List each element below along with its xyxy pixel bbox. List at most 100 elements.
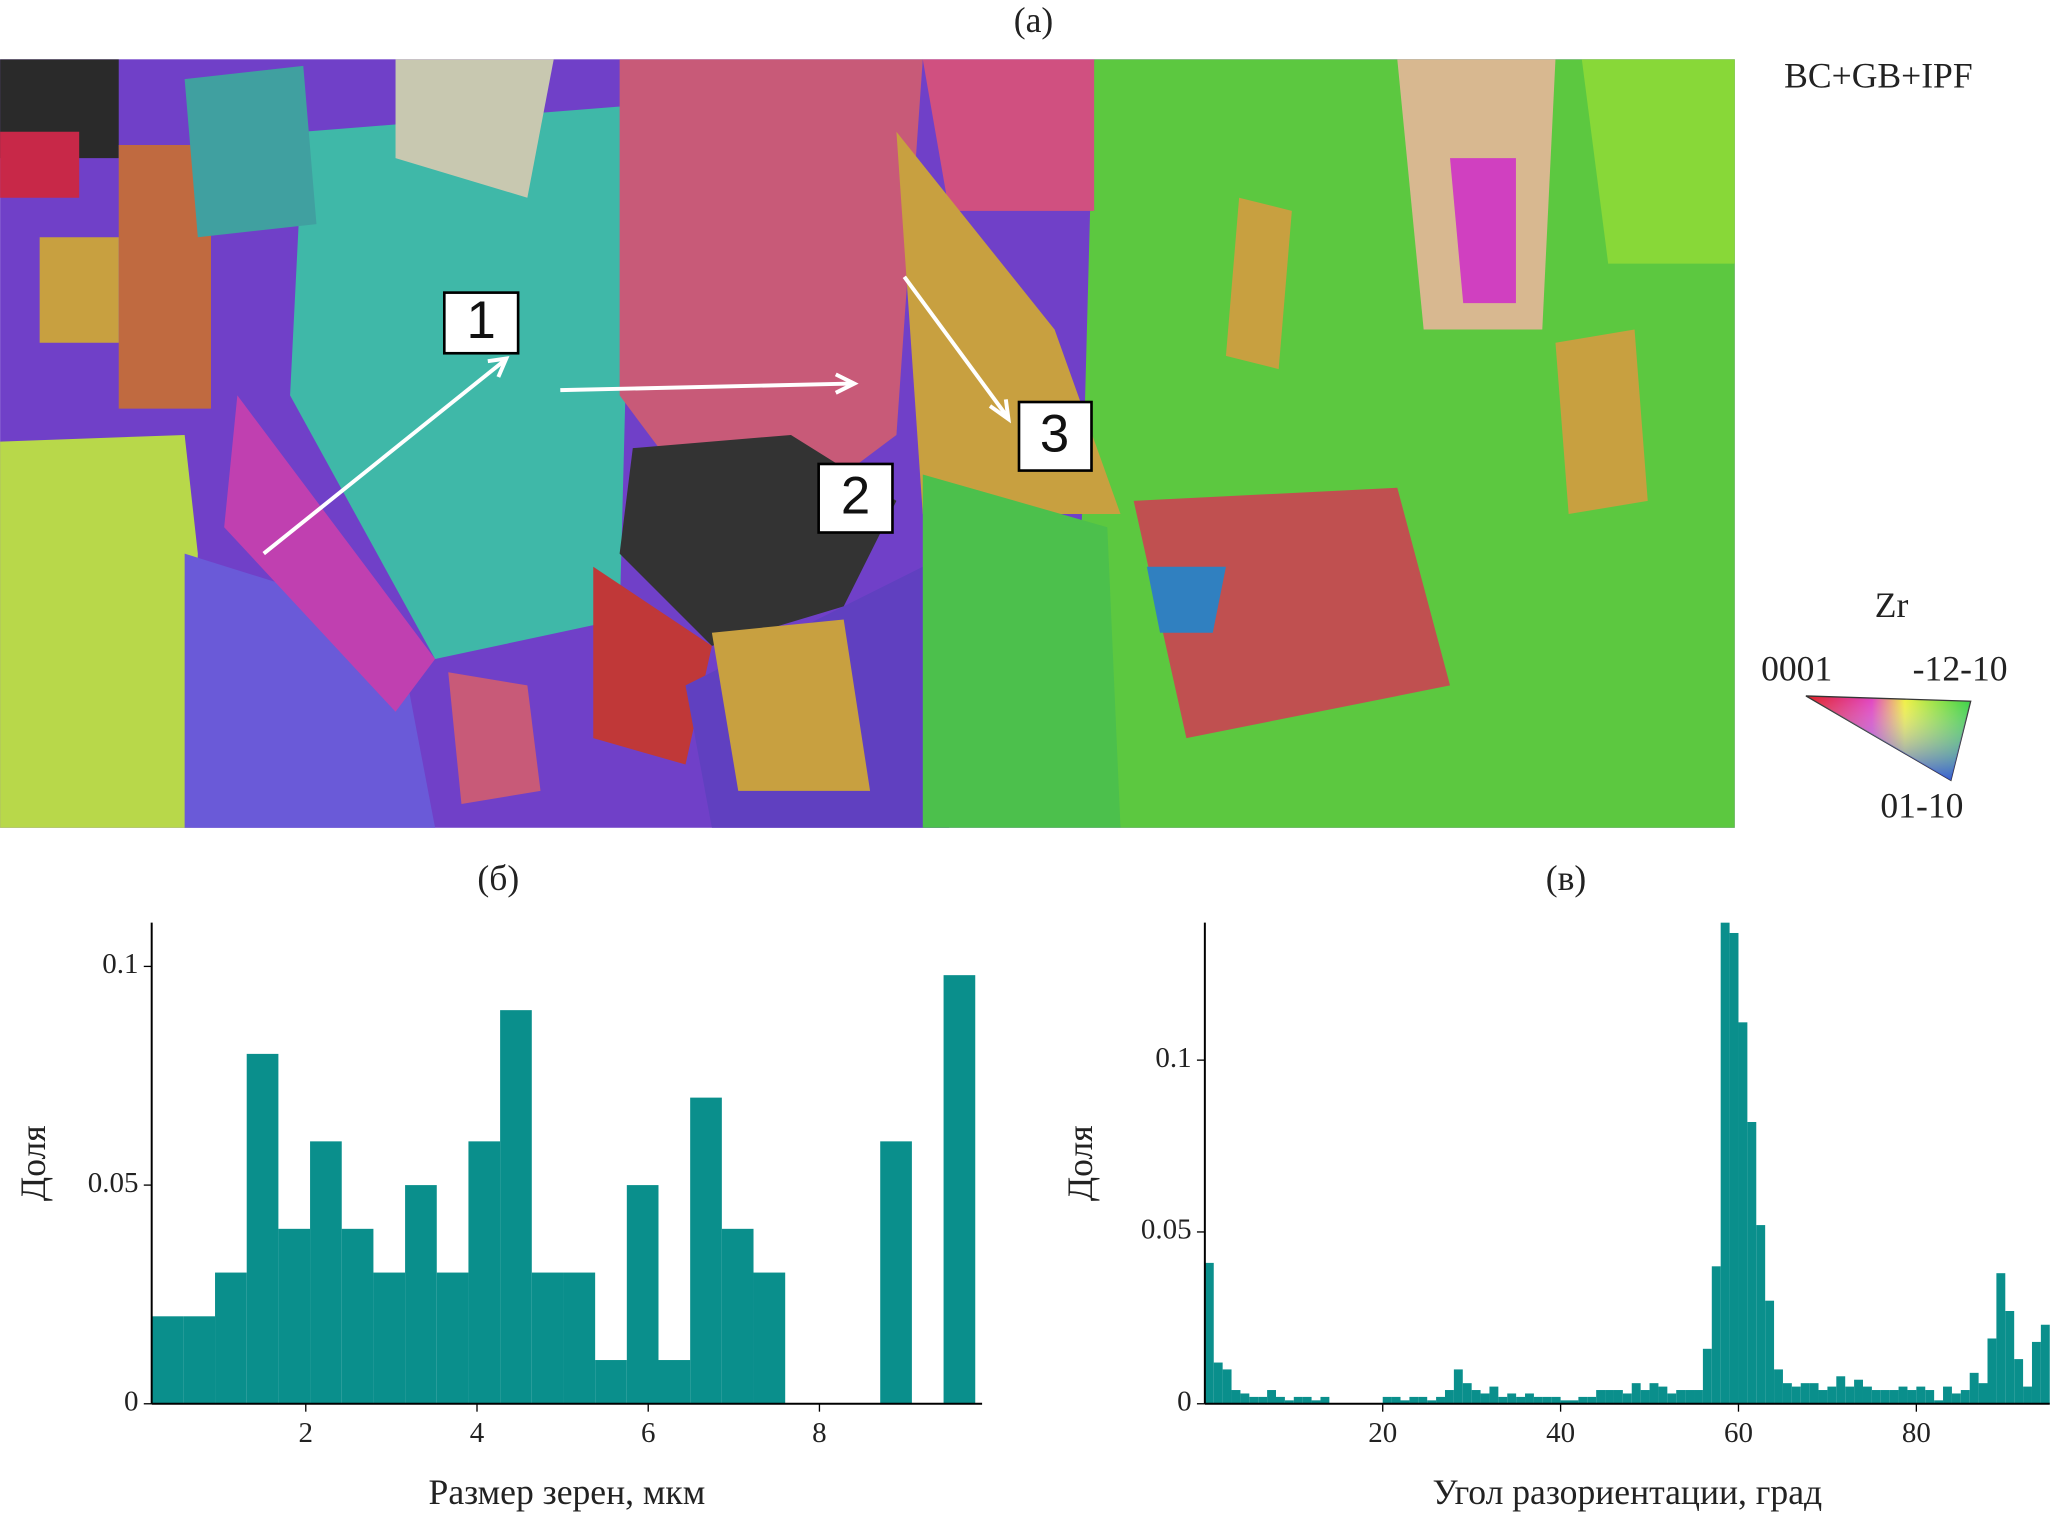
x-tick-label: 4 — [470, 1417, 485, 1449]
bar — [1444, 1390, 1454, 1404]
bar — [1951, 1393, 1961, 1404]
bar — [721, 1228, 754, 1404]
bar — [880, 1141, 912, 1404]
bar — [1400, 1400, 1410, 1404]
bar — [1800, 1383, 1810, 1404]
bar — [151, 1316, 184, 1404]
x-axis-label: Размер зерен, мкм — [429, 1472, 706, 1512]
bar — [1311, 1400, 1321, 1404]
bar — [1542, 1396, 1552, 1404]
bar — [1622, 1393, 1632, 1404]
bar — [1658, 1386, 1668, 1404]
bar — [1587, 1396, 1597, 1404]
bar — [943, 975, 976, 1404]
bar — [1765, 1300, 1775, 1404]
bar — [1738, 1022, 1748, 1404]
bar — [1551, 1396, 1561, 1404]
bar — [563, 1272, 596, 1404]
bar — [1676, 1390, 1686, 1404]
bar — [1489, 1386, 1499, 1404]
bar — [1845, 1386, 1855, 1404]
bar — [1774, 1369, 1783, 1404]
bar — [215, 1272, 247, 1404]
bar — [1996, 1273, 2006, 1404]
bar — [1907, 1390, 1917, 1404]
bar — [1204, 1262, 1214, 1404]
bar — [1533, 1396, 1543, 1404]
bar — [1702, 1348, 1712, 1404]
y-tick-label: 0.1 — [102, 948, 138, 980]
bar — [1516, 1396, 1526, 1404]
bar — [1409, 1396, 1419, 1404]
bar — [595, 1360, 627, 1404]
bar — [1809, 1383, 1819, 1404]
y-tick-label: 0.1 — [1155, 1042, 1191, 1074]
bar — [246, 1053, 279, 1404]
bar — [1453, 1369, 1463, 1404]
bar — [1925, 1390, 1935, 1404]
marker-label: 2 — [841, 466, 870, 525]
bar — [1391, 1396, 1401, 1404]
bar — [531, 1272, 564, 1404]
bar — [690, 1097, 722, 1404]
bar — [1649, 1383, 1659, 1404]
bar — [1862, 1386, 1872, 1404]
bar — [500, 1010, 532, 1404]
bar — [436, 1272, 469, 1404]
bar — [1507, 1393, 1517, 1404]
legend-corner: -12-10 — [1913, 648, 2008, 688]
bar — [1525, 1393, 1534, 1404]
bar — [1640, 1390, 1650, 1404]
bar — [1791, 1386, 1801, 1404]
bar — [1284, 1400, 1294, 1404]
marker-label: 3 — [1040, 405, 1069, 464]
legend-corner: 0001 — [1761, 648, 1832, 688]
bar — [1213, 1362, 1223, 1404]
bar — [1613, 1390, 1623, 1404]
bar — [753, 1272, 786, 1404]
bar — [1827, 1386, 1837, 1404]
x-tick-label: 80 — [1902, 1417, 1931, 1449]
bar — [278, 1228, 311, 1404]
x-tick-label: 40 — [1546, 1417, 1575, 1449]
bar — [658, 1360, 691, 1404]
bar — [1427, 1400, 1437, 1404]
bar — [1302, 1396, 1312, 1404]
bar — [1560, 1400, 1570, 1404]
bar — [468, 1141, 501, 1404]
bar — [2040, 1324, 2050, 1404]
bar — [1222, 1369, 1232, 1404]
chart-title: (б) — [477, 858, 519, 898]
bar — [1480, 1393, 1490, 1404]
bar — [1960, 1390, 1970, 1404]
bar — [1720, 922, 1730, 1404]
bar — [1569, 1400, 1579, 1404]
bar — [341, 1228, 374, 1404]
bar — [1240, 1393, 1250, 1404]
bar — [1711, 1266, 1721, 1404]
bar — [1756, 1225, 1766, 1404]
bar — [1889, 1390, 1899, 1404]
bar — [1729, 932, 1739, 1404]
bar — [1436, 1396, 1445, 1404]
bar — [1969, 1372, 1979, 1404]
y-tick-label: 0 — [1177, 1385, 1192, 1417]
bar — [1694, 1390, 1703, 1404]
bar — [373, 1272, 406, 1404]
legend-corner: 01-10 — [1880, 785, 1963, 825]
x-axis-label: Угол разориентации, град — [1433, 1472, 1823, 1512]
bar — [1276, 1396, 1285, 1404]
bar — [1871, 1390, 1881, 1404]
map-caption: BC+GB+IPF — [1784, 55, 1972, 95]
bar — [2005, 1310, 2015, 1404]
chart-title: (в) — [1546, 858, 1587, 898]
bar — [1382, 1396, 1392, 1404]
bar — [405, 1185, 437, 1404]
bar — [183, 1316, 216, 1404]
legend-title: Zr — [1875, 585, 1909, 625]
bar — [1943, 1386, 1952, 1404]
marker-label: 1 — [467, 291, 496, 350]
bar — [2023, 1386, 2032, 1404]
bar — [1898, 1386, 1908, 1404]
